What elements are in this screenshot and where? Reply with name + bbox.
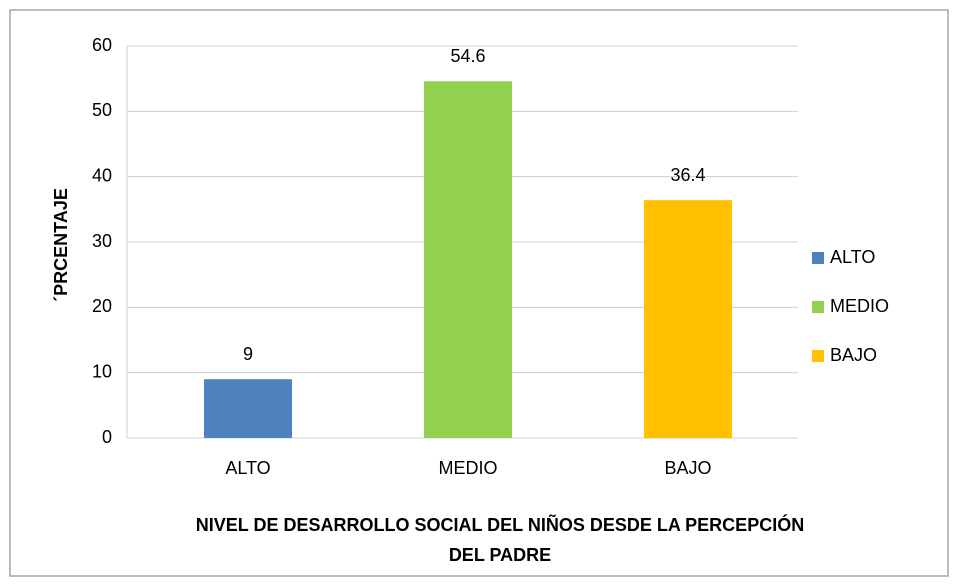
y-tick-label: 20 <box>92 296 112 316</box>
bar <box>204 379 292 438</box>
legend-swatch <box>812 252 824 264</box>
legend-label: BAJO <box>830 345 877 365</box>
legend-swatch <box>812 350 824 362</box>
y-tick-label: 60 <box>92 35 112 55</box>
data-label: 36.4 <box>670 165 705 185</box>
data-label: 9 <box>243 344 253 364</box>
bar <box>644 200 732 438</box>
legend-label: ALTO <box>830 247 875 267</box>
y-tick-label: 0 <box>102 427 112 447</box>
y-tick-label: 40 <box>92 165 112 185</box>
x-tick-label: MEDIO <box>438 458 497 478</box>
y-tick-label: 10 <box>92 361 112 381</box>
y-tick-label: 50 <box>92 100 112 120</box>
y-tick-label: 30 <box>92 231 112 251</box>
x-tick-label: ALTO <box>225 458 270 478</box>
bar <box>424 81 512 438</box>
data-label: 54.6 <box>450 46 485 66</box>
legend-swatch <box>812 301 824 313</box>
y-axis-label: ´PRCENTAJE <box>51 188 71 302</box>
legend-label: MEDIO <box>830 296 889 316</box>
x-axis-label: NIVEL DE DESARROLLO SOCIAL DEL NIÑOS DES… <box>196 514 804 535</box>
x-tick-label: BAJO <box>664 458 711 478</box>
x-axis-label: DEL PADRE <box>449 545 551 565</box>
